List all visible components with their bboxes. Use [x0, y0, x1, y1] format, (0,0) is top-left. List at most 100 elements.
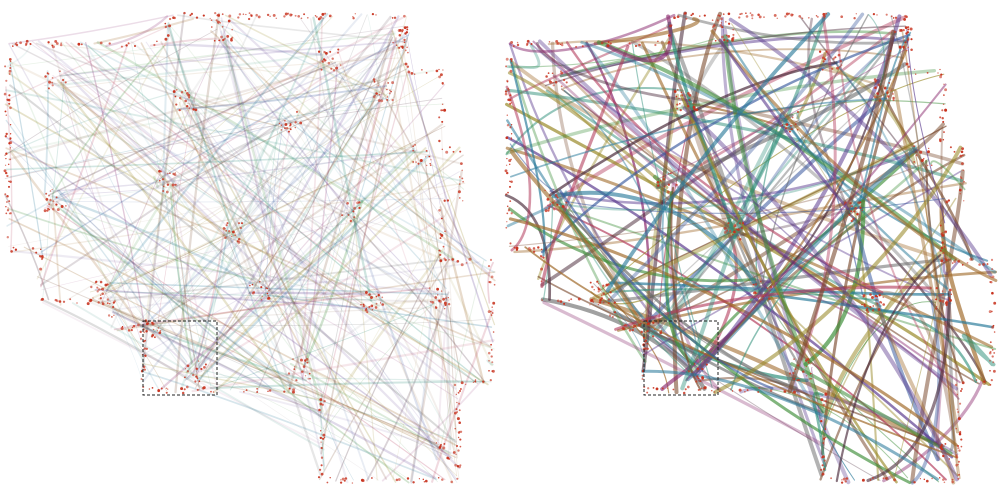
graph-node [549, 194, 551, 197]
graph-node [830, 477, 833, 480]
graph-edge [230, 15, 392, 230]
graph-node [825, 50, 828, 53]
graph-edge [101, 286, 169, 394]
graph-node [294, 366, 296, 368]
graph-node [266, 287, 269, 290]
graph-node [287, 12, 290, 15]
graph-node [509, 94, 512, 97]
graph-node [438, 116, 441, 119]
graph-node [883, 86, 887, 90]
graph-node [510, 133, 513, 135]
graph-node [440, 217, 443, 220]
graph-node [944, 301, 948, 305]
graph-node [575, 45, 578, 48]
graph-node [127, 42, 130, 45]
graph-node [693, 109, 696, 111]
graph-node [877, 308, 881, 311]
graph-node [237, 238, 241, 241]
graph-edge [391, 29, 496, 326]
graph-node [9, 147, 12, 149]
graph-edge [100, 258, 445, 303]
graph-node [143, 368, 146, 371]
graph-node [738, 388, 742, 392]
graph-node [510, 64, 513, 66]
graph-edge [6, 44, 31, 68]
graph-edge [322, 413, 354, 481]
graph-node [113, 314, 115, 317]
graph-node [940, 232, 943, 236]
graph-node [55, 196, 58, 199]
graph-node [459, 430, 463, 434]
graph-node [395, 478, 399, 482]
graph-node [439, 237, 442, 240]
graph-edge [278, 131, 444, 308]
graph-node [403, 26, 407, 30]
graph-node [460, 388, 462, 390]
graph-node [437, 294, 439, 296]
graph-node [446, 199, 450, 202]
graph-node [52, 200, 55, 203]
graph-node [725, 34, 728, 37]
graph-edge [59, 33, 396, 77]
graph-node [673, 16, 676, 20]
graph-node [202, 386, 206, 390]
graph-node [294, 14, 297, 17]
graph-node [151, 387, 154, 389]
graph-node [646, 391, 649, 394]
graph-node [940, 73, 943, 76]
graph-node [714, 39, 717, 42]
graph-node [561, 42, 563, 44]
graph-node [332, 69, 336, 72]
graph-edge [858, 31, 912, 204]
graph-node [256, 388, 258, 390]
graph-node [137, 323, 140, 327]
graph-node [4, 135, 7, 138]
graph-node [456, 259, 460, 263]
graph-node [425, 149, 428, 152]
graph-node [248, 12, 251, 14]
graph-node [950, 293, 952, 295]
graph-edge [179, 94, 397, 483]
graph-node [158, 169, 161, 173]
graph-node [526, 42, 529, 45]
graph-node [428, 155, 431, 158]
graph-node [370, 296, 373, 299]
graph-node [153, 43, 156, 47]
graph-node [231, 36, 234, 39]
graph-node [545, 75, 548, 78]
graph-edge [39, 45, 128, 288]
graph-node [287, 130, 290, 133]
graph-node [565, 81, 568, 84]
graph-edge [96, 41, 456, 261]
graph-edge [47, 43, 395, 91]
graph-node [714, 28, 716, 31]
graph-edge [154, 16, 334, 184]
graph-node [593, 297, 595, 299]
graph-node [39, 248, 42, 251]
graph-node [885, 477, 888, 480]
graph-node [560, 43, 564, 47]
graph-node [851, 205, 854, 208]
graph-node [504, 169, 508, 173]
graph-node [657, 40, 659, 43]
graph-node [741, 222, 745, 225]
graph-node [358, 206, 361, 210]
graph-edge [641, 369, 939, 481]
graph-edge [215, 21, 444, 236]
graph-edge [318, 258, 450, 481]
graph-node [552, 208, 556, 211]
graph-node [9, 137, 12, 140]
graph-node [456, 411, 458, 413]
graph-node [320, 464, 323, 467]
graph-node [949, 146, 952, 149]
graph-node [955, 427, 957, 430]
graph-node [443, 442, 446, 445]
graph-node [910, 38, 913, 41]
graph-edge [50, 81, 434, 298]
graph-node [793, 358, 795, 360]
graph-edge [196, 154, 430, 382]
graph-node [938, 294, 940, 296]
graph-node [642, 336, 645, 339]
graph-node [472, 381, 475, 383]
graph-node [41, 297, 44, 301]
